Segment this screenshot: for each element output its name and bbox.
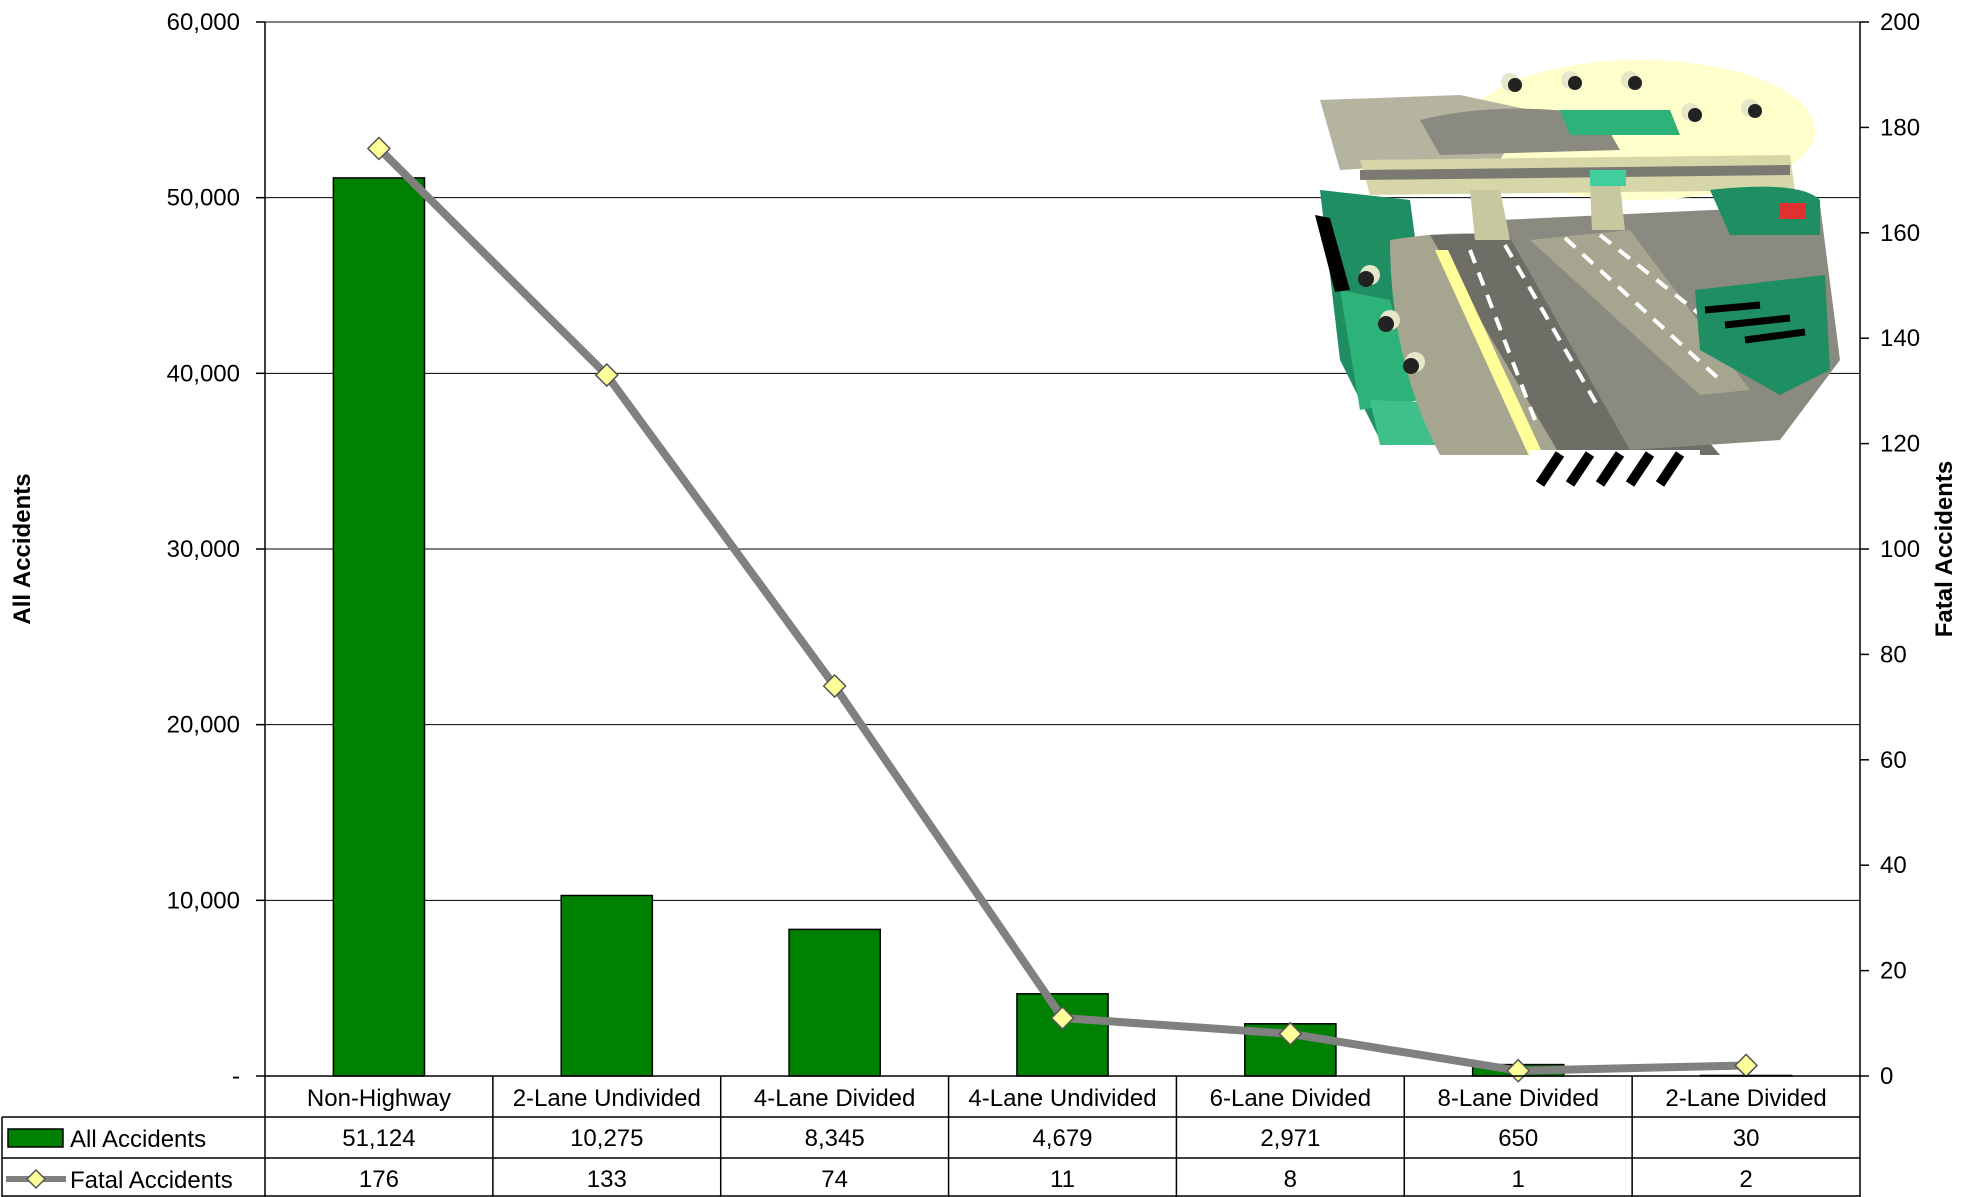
legend-label-all-accidents: All Accidents bbox=[70, 1126, 206, 1153]
category-label: 2-Lane Divided bbox=[1665, 1085, 1826, 1112]
bars-all-accidents bbox=[332, 177, 1793, 1077]
right-axis-tick-label: 60 bbox=[1880, 747, 1907, 774]
legend-swatch-all-accidents bbox=[7, 1128, 64, 1148]
table-cell-fatal-accidents: 11 bbox=[1050, 1166, 1075, 1193]
table-cell-all-accidents: 10,275 bbox=[570, 1125, 643, 1152]
table-cell-fatal-accidents: 8 bbox=[1284, 1166, 1297, 1193]
category-label: 2-Lane Undivided bbox=[513, 1085, 701, 1112]
table-cell-all-accidents: 4,679 bbox=[1032, 1125, 1092, 1152]
right-axis-tick-label: 120 bbox=[1880, 431, 1920, 458]
table-cell-fatal-accidents: 2 bbox=[1739, 1166, 1752, 1193]
marker-fatal-accidents bbox=[1050, 1005, 1075, 1031]
right-axis-tick-label: 180 bbox=[1880, 114, 1920, 141]
table-cell-all-accidents: 30 bbox=[1733, 1125, 1760, 1152]
right-axis-tick-label: 140 bbox=[1880, 325, 1920, 352]
left-axis-tick-label: - bbox=[232, 1063, 240, 1090]
right-axis-tick-label: 80 bbox=[1880, 641, 1907, 668]
bar-all-accidents bbox=[332, 177, 426, 1077]
right-axis-title: Fatal Accidents bbox=[1931, 461, 1958, 638]
marker-fatal-accidents bbox=[1278, 1021, 1303, 1046]
right-axis-tick-label: 0 bbox=[1880, 1063, 1893, 1090]
category-label: 4-Lane Undivided bbox=[968, 1085, 1156, 1112]
table-cell-fatal-accidents: 176 bbox=[359, 1166, 399, 1193]
right-axis-tick-label: 40 bbox=[1880, 852, 1907, 879]
category-label: Non-Highway bbox=[307, 1085, 451, 1112]
category-label: 6-Lane Divided bbox=[1210, 1085, 1371, 1112]
marker-fatal-accidents bbox=[366, 136, 391, 161]
marker-fatal-accidents bbox=[594, 363, 619, 388]
table-cell-all-accidents: 51,124 bbox=[342, 1125, 415, 1152]
gridlines bbox=[265, 21, 1860, 901]
right-axis-tick-label: 160 bbox=[1880, 220, 1920, 247]
data-table: Non-Highway 2-Lane Undivided 4-Lane Divide… bbox=[1, 1076, 1861, 1197]
line-fatal-accidents bbox=[366, 136, 1759, 1083]
category-label: 4-Lane Divided bbox=[754, 1085, 915, 1112]
left-axis-title: All Accidents bbox=[9, 473, 36, 624]
table-cell-fatal-accidents: 74 bbox=[821, 1166, 848, 1193]
legend-marker-fatal-accidents bbox=[25, 1168, 47, 1190]
left-axis-ticks: - 10,000 20,000 30,000 40,000 50,000 60,000 bbox=[167, 9, 265, 1090]
left-axis-tick-label: 20,000 bbox=[167, 712, 240, 739]
left-axis-tick-label: 40,000 bbox=[167, 360, 240, 387]
right-axis-tick-label: 20 bbox=[1880, 958, 1907, 985]
category-label: 8-Lane Divided bbox=[1437, 1085, 1598, 1112]
table-cell-fatal-accidents: 133 bbox=[587, 1166, 627, 1193]
table-cell-all-accidents: 650 bbox=[1498, 1125, 1538, 1152]
marker-fatal-accidents bbox=[822, 673, 847, 699]
left-axis-tick-label: 10,000 bbox=[167, 887, 240, 914]
bar-all-accidents bbox=[788, 928, 881, 1077]
table-cell-all-accidents: 2,971 bbox=[1260, 1125, 1320, 1152]
right-axis-tick-label: 200 bbox=[1880, 9, 1920, 36]
left-axis-tick-label: 50,000 bbox=[167, 185, 240, 212]
table-cell-all-accidents: 8,345 bbox=[805, 1125, 865, 1152]
right-axis-tick-label: 100 bbox=[1880, 536, 1920, 563]
highway-clipart-image bbox=[1315, 60, 1840, 487]
bar-all-accidents bbox=[560, 894, 654, 1077]
left-axis-tick-label: 30,000 bbox=[167, 536, 240, 563]
legend-label-fatal-accidents: Fatal Accidents bbox=[70, 1167, 233, 1194]
left-axis-tick-label: 60,000 bbox=[167, 9, 240, 36]
right-axis-ticks: 0 20 40 60 80 100 120 140 160 180 200 bbox=[1860, 9, 1920, 1090]
table-cell-fatal-accidents: 1 bbox=[1512, 1166, 1525, 1193]
